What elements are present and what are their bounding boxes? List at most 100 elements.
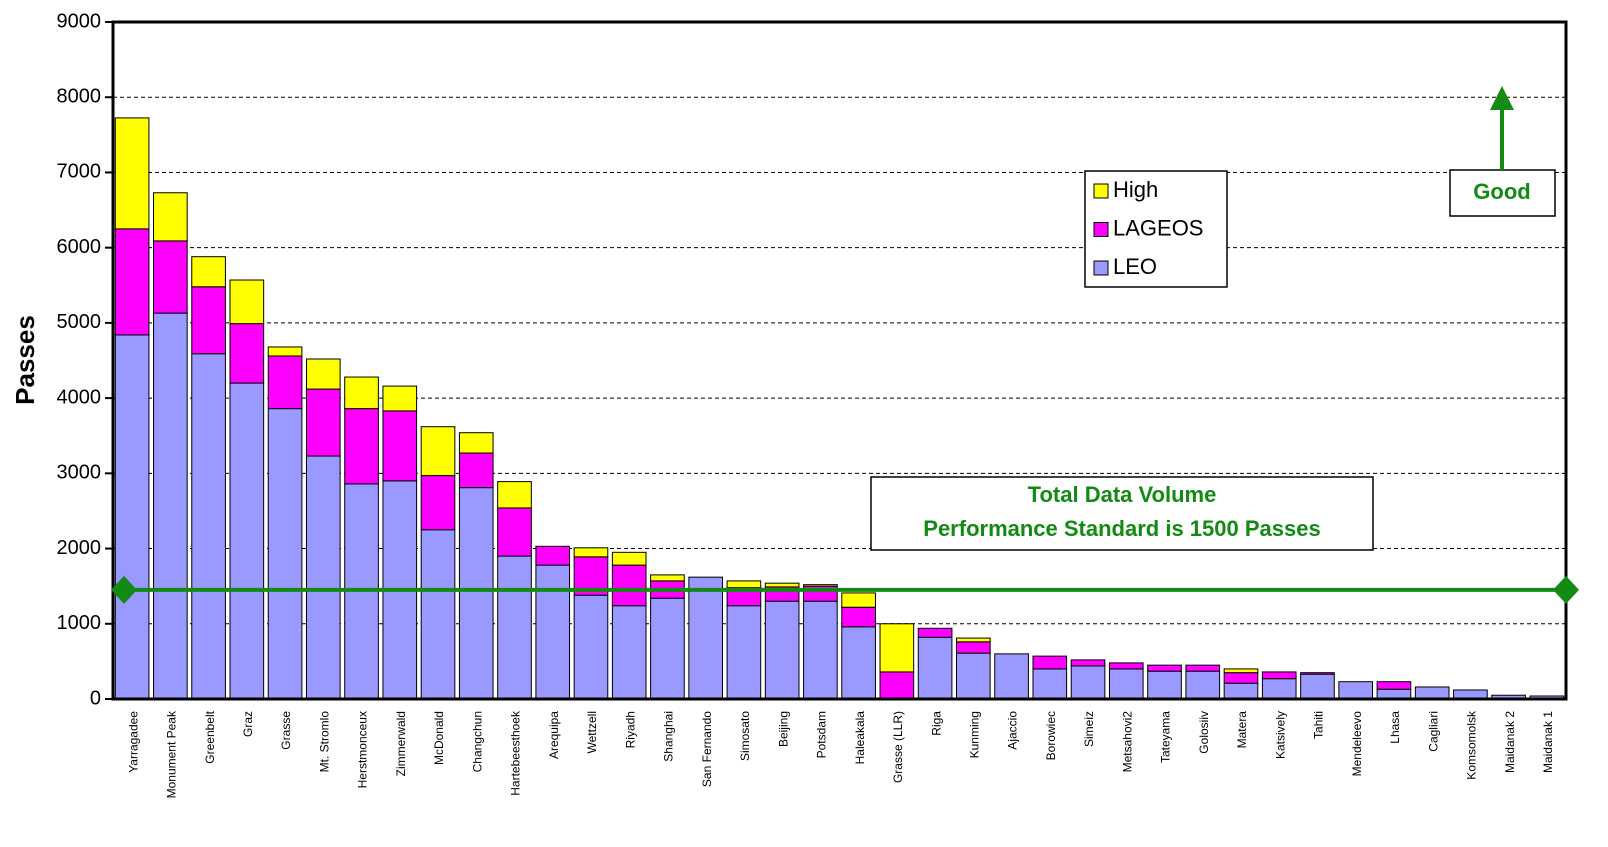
bar-segment — [841, 606, 876, 628]
x-tick-label: Kunming — [968, 711, 982, 758]
bar-segment — [573, 594, 609, 700]
x-tick-label: Haleakala — [853, 711, 867, 765]
bar-segment — [726, 580, 762, 589]
bar-segment — [764, 582, 800, 588]
bar-segment — [153, 192, 188, 242]
bar-segment — [917, 636, 953, 700]
y-axis-label: Passes — [10, 315, 40, 405]
x-tick-label: Potsdam — [815, 711, 829, 758]
bar-segment — [153, 240, 188, 314]
standard-marker — [1553, 575, 1579, 604]
x-tick-label: Ajaccio — [1006, 711, 1020, 750]
bar-segment — [1300, 673, 1335, 700]
x-tick-label: Shanghai — [662, 711, 676, 762]
bar-segment — [535, 564, 571, 700]
x-tick-label: Tateyama — [1159, 711, 1173, 763]
bar-segment — [1223, 682, 1259, 700]
y-tick-label: 6000 — [57, 236, 102, 258]
bar-segment — [1070, 665, 1106, 700]
bar-segment — [1185, 670, 1221, 700]
y-tick-label: 9000 — [57, 10, 102, 32]
x-tick-label: Hartebeesthoek — [509, 710, 523, 796]
x-tick-label: Changchun — [470, 711, 484, 772]
x-tick-label: Mt. Stromlo — [317, 711, 331, 773]
x-tick-label: Grasse (LLR) — [891, 711, 905, 783]
annotation-box — [1449, 169, 1556, 217]
x-tick-label: Riyadh — [623, 711, 637, 748]
x-tick-label: Riga — [929, 711, 943, 736]
bar-segment — [458, 452, 494, 489]
x-tick-label: Golosiiv — [1197, 711, 1211, 754]
standard-marker — [111, 575, 137, 604]
x-tick-label: Matera — [1235, 711, 1249, 749]
bar-segment — [726, 605, 762, 700]
bar-segment — [1376, 681, 1412, 690]
y-tick-label: 7000 — [57, 161, 102, 183]
bar-segment — [191, 286, 226, 355]
annotation-box — [870, 476, 1374, 551]
legend-swatch — [1093, 183, 1109, 199]
y-tick-label: 5000 — [57, 311, 102, 333]
arrow-head — [1490, 86, 1514, 110]
bar-segment — [611, 605, 647, 700]
legend-label: High — [1113, 177, 1158, 202]
bar-segment — [114, 117, 150, 230]
x-tick-label: Tahiti — [1312, 711, 1326, 739]
bar-segment — [420, 529, 456, 700]
x-tick-label: Graz — [241, 711, 255, 737]
bar-segment — [1032, 668, 1068, 700]
bar-segment — [1223, 672, 1259, 684]
x-tick-label: Cagliari — [1426, 711, 1440, 752]
bar-segment — [1300, 672, 1335, 675]
y-tick-label: 0 — [90, 687, 101, 709]
bar-segment — [1414, 686, 1450, 700]
bar-segment — [420, 475, 456, 531]
bar-segment — [1147, 670, 1182, 700]
x-tick-label: Borowiec — [1044, 711, 1058, 760]
bar-segment — [1223, 668, 1259, 674]
bar-segment — [1147, 664, 1182, 672]
bar-segment — [1185, 664, 1221, 672]
bar-segment — [688, 576, 723, 700]
bar-segment — [841, 626, 876, 700]
bar-segment — [1108, 668, 1144, 700]
x-tick-label: Simosato — [738, 711, 752, 761]
bar-segment — [229, 279, 265, 325]
bar-segment — [420, 426, 456, 477]
bar-segment — [1338, 681, 1374, 700]
bar-segment — [191, 353, 226, 700]
bar-segment — [611, 564, 647, 607]
bar-segment — [956, 637, 991, 643]
bar-segment — [1261, 678, 1297, 700]
x-tick-label: Mendeleevo — [1350, 711, 1364, 777]
y-tick-label: 4000 — [57, 386, 102, 408]
bar-segment — [879, 671, 915, 700]
x-tick-label: Arequipa — [547, 711, 561, 759]
x-tick-label: Komsomolsk — [1465, 710, 1479, 780]
bar-segment — [956, 652, 991, 700]
legend-box — [1084, 170, 1228, 288]
bar-segment — [1261, 671, 1297, 680]
bar-segment — [153, 312, 188, 700]
bar-segment — [458, 432, 494, 454]
bar-segment — [305, 358, 341, 390]
x-tick-label: Zimmerwald — [394, 711, 408, 776]
bar-segment — [382, 385, 418, 412]
x-tick-label: Maidanak 1 — [1541, 711, 1555, 773]
bar-segment — [267, 355, 303, 410]
legend-label: LAGEOS — [1113, 215, 1203, 240]
bar-segment — [994, 653, 1029, 700]
bar-segment — [1032, 655, 1068, 670]
bar-segment — [611, 551, 647, 566]
x-tick-label: Beijing — [776, 711, 790, 747]
x-tick-label: Yarragadee — [126, 711, 140, 773]
bar-segment — [229, 382, 265, 700]
bar-segment — [573, 547, 609, 558]
y-tick-label: 1000 — [57, 612, 102, 634]
bar-segment — [229, 323, 265, 384]
x-tick-label: San Fernando — [700, 711, 714, 787]
bar-segment — [344, 408, 379, 485]
bar-segment — [650, 597, 685, 700]
x-tick-label: Greenbelt — [203, 710, 217, 763]
